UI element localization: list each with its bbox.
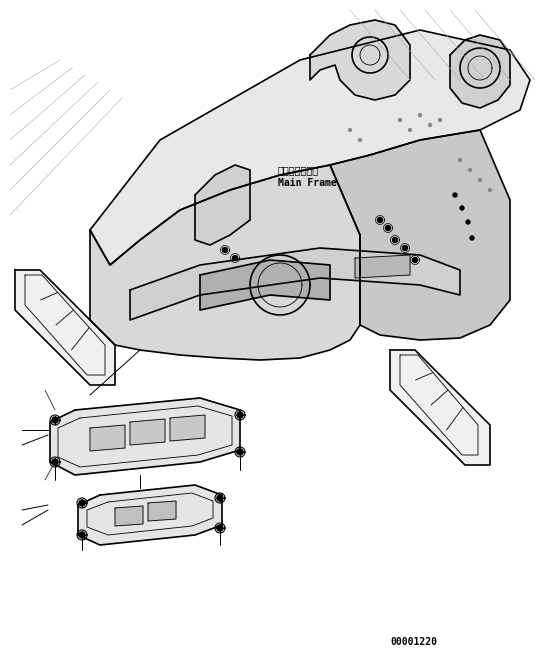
Polygon shape bbox=[310, 20, 410, 100]
Circle shape bbox=[466, 220, 470, 224]
Polygon shape bbox=[450, 35, 510, 108]
Circle shape bbox=[79, 532, 85, 538]
Circle shape bbox=[52, 417, 58, 423]
Text: 00001220: 00001220 bbox=[390, 637, 437, 647]
Circle shape bbox=[232, 255, 237, 261]
Circle shape bbox=[348, 129, 352, 131]
Circle shape bbox=[419, 114, 421, 116]
Polygon shape bbox=[170, 415, 205, 441]
Circle shape bbox=[478, 179, 482, 181]
Circle shape bbox=[393, 237, 398, 242]
Polygon shape bbox=[78, 485, 222, 545]
Polygon shape bbox=[148, 501, 176, 521]
Text: Main Frame: Main Frame bbox=[278, 178, 337, 188]
Circle shape bbox=[429, 124, 431, 127]
Polygon shape bbox=[130, 248, 460, 320]
Circle shape bbox=[458, 159, 462, 161]
Text: メインフレーム: メインフレーム bbox=[278, 165, 319, 175]
Circle shape bbox=[399, 118, 401, 122]
Polygon shape bbox=[90, 425, 125, 451]
Circle shape bbox=[403, 246, 408, 250]
Circle shape bbox=[470, 236, 474, 240]
Circle shape bbox=[413, 257, 418, 263]
Polygon shape bbox=[200, 260, 330, 310]
Polygon shape bbox=[90, 30, 530, 265]
Circle shape bbox=[358, 138, 362, 142]
Circle shape bbox=[453, 193, 457, 197]
Circle shape bbox=[222, 248, 227, 252]
Polygon shape bbox=[15, 270, 115, 385]
Circle shape bbox=[460, 206, 464, 210]
Polygon shape bbox=[90, 165, 360, 360]
Circle shape bbox=[385, 226, 390, 231]
Circle shape bbox=[237, 449, 243, 455]
Circle shape bbox=[52, 459, 58, 465]
Circle shape bbox=[378, 218, 383, 222]
Polygon shape bbox=[195, 165, 250, 245]
Circle shape bbox=[237, 412, 243, 418]
Polygon shape bbox=[330, 130, 510, 340]
Polygon shape bbox=[355, 255, 410, 278]
Circle shape bbox=[79, 500, 85, 506]
Polygon shape bbox=[130, 419, 165, 445]
Polygon shape bbox=[115, 506, 143, 526]
Polygon shape bbox=[50, 398, 240, 475]
Circle shape bbox=[217, 525, 223, 531]
Polygon shape bbox=[390, 350, 490, 465]
Circle shape bbox=[439, 118, 441, 122]
Circle shape bbox=[409, 129, 411, 131]
Circle shape bbox=[468, 168, 472, 172]
Circle shape bbox=[488, 188, 492, 192]
Circle shape bbox=[217, 495, 223, 501]
